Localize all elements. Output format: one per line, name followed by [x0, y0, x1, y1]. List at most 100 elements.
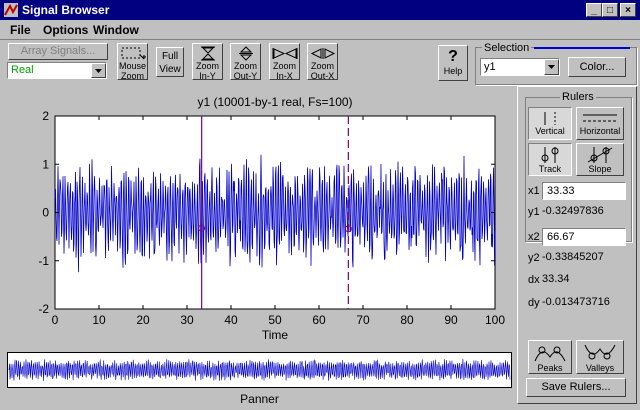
maximize-button[interactable]: □: [602, 3, 618, 17]
peaks-button[interactable]: Peaks: [528, 340, 572, 374]
zoom-in-x-icon: [272, 48, 297, 59]
signal-select-value: y1: [484, 61, 496, 73]
menu-divider: [0, 39, 640, 40]
peaks-icon: [534, 346, 566, 362]
zoom-out-x-button[interactable]: Zoom Out-X: [307, 43, 338, 81]
y-tick-label: -2: [38, 302, 49, 316]
zoom-in-y-icon: [200, 46, 215, 61]
valleys-button[interactable]: Valleys: [576, 340, 624, 374]
plot-area: 0 10 20 30 40 50 60 70 80 90 100 2 1 0 -1 -2: [0, 109, 510, 350]
horizontal-rulers-icon: [583, 114, 617, 122]
window-title: Signal Browser: [22, 3, 110, 17]
x1-field[interactable]: 33.33: [542, 182, 626, 200]
horizontal-label: Horizontal: [579, 126, 621, 136]
selection-title: Selection: [482, 42, 532, 54]
x-tick-label: 20: [136, 313, 150, 327]
y1-label: y1: [528, 206, 540, 218]
zoom-out-x-label-2: Out-X: [310, 71, 335, 81]
vertical-rulers-icon: [544, 112, 556, 125]
x1-value: 33.33: [547, 185, 575, 197]
mouse-zoom-label-1: Mouse: [118, 61, 146, 71]
minimize-button[interactable]: _: [586, 3, 602, 17]
chevron-down-icon[interactable]: [544, 59, 559, 75]
full-view-label-2: View: [159, 64, 181, 75]
track-label: Track: [538, 164, 562, 174]
x-tick-label: 30: [180, 313, 194, 327]
zoom-out-y-label-2: Out-Y: [233, 71, 258, 81]
panner[interactable]: [7, 352, 512, 388]
dx-label: dx: [528, 274, 540, 286]
y-tick-label: 1: [42, 157, 49, 171]
track-icon: [541, 147, 559, 163]
mouse-zoom-button[interactable]: Mouse Zoom: [117, 43, 148, 81]
full-view-button[interactable]: Full View: [156, 47, 184, 77]
track-button[interactable]: Track: [528, 143, 572, 176]
x2-value: 66.67: [547, 231, 575, 243]
menu-file[interactable]: File: [10, 23, 31, 37]
help-label: Help: [443, 66, 463, 76]
valleys-icon: [584, 344, 616, 360]
zoom-in-x-button[interactable]: Zoom In-X: [269, 43, 300, 81]
ruler-1-marker: [198, 224, 206, 232]
zoom-out-x-label-1: Zoom: [310, 61, 334, 71]
full-view-label-1: Full: [161, 51, 179, 62]
x-tick-label: 50: [268, 313, 282, 327]
zoom-in-y-label-1: Zoom: [195, 61, 219, 71]
x-tick-label: 100: [485, 313, 505, 327]
menu-bar: File Options Window: [0, 21, 640, 39]
y-tick-label: -1: [38, 254, 49, 268]
selection-color-line: [534, 47, 630, 49]
slope-button[interactable]: Slope: [576, 143, 624, 176]
ruler-2-marker: [344, 225, 352, 233]
app-icon: [4, 3, 18, 17]
zoom-out-x-icon: [310, 48, 335, 59]
x-axis-label: Time: [261, 328, 289, 342]
dx-value: 33.34: [542, 273, 570, 285]
signal-select[interactable]: y1: [480, 58, 560, 76]
panner-plot[interactable]: [8, 353, 511, 387]
x-tick-label: 60: [312, 313, 326, 327]
color-button[interactable]: Color...: [568, 57, 626, 77]
plot-title: y1 (10001-by-1 real, Fs=100): [197, 95, 353, 109]
zoom-out-y-icon: [238, 46, 253, 61]
x2-field[interactable]: 66.67: [542, 228, 626, 246]
x-tick-label: 0: [52, 313, 59, 327]
panner-signal-line: [8, 358, 511, 381]
horizontal-ruler-button[interactable]: Horizontal: [576, 107, 624, 140]
chevron-down-icon[interactable]: [91, 63, 106, 78]
help-icon: ?: [448, 48, 458, 65]
x-tick-label: 80: [400, 313, 414, 327]
signal-type-value: Real: [11, 64, 34, 76]
x-tick-label: 90: [444, 313, 458, 327]
y-tick-label: 2: [42, 110, 49, 123]
y2-value: -0.33845207: [542, 251, 604, 263]
help-button[interactable]: ? Help: [438, 45, 468, 81]
x1-label: x1: [528, 185, 540, 197]
menu-options[interactable]: Options: [43, 23, 89, 37]
x-tick-label: 10: [92, 313, 106, 327]
panner-label: Panner: [240, 392, 279, 406]
array-signals-button[interactable]: Array Signals...: [8, 43, 108, 60]
y-tick-label: 0: [42, 206, 49, 220]
y2-label: y2: [528, 252, 540, 264]
zoom-in-y-button[interactable]: Zoom In-Y: [192, 43, 223, 81]
dy-label: dy: [528, 297, 540, 309]
mouse-zoom-icon: [121, 47, 146, 60]
y1-value: -0.32497836: [542, 205, 604, 217]
x-tick-label: 70: [356, 313, 370, 327]
zoom-out-y-label-1: Zoom: [233, 61, 257, 71]
zoom-in-x-label-2: In-X: [276, 71, 293, 81]
menu-window[interactable]: Window: [93, 23, 139, 37]
zoom-in-x-label-1: Zoom: [272, 61, 296, 71]
vertical-label: Vertical: [535, 126, 565, 136]
close-button[interactable]: ×: [620, 3, 636, 17]
zoom-out-y-button[interactable]: Zoom Out-Y: [230, 43, 261, 81]
save-rulers-button[interactable]: Save Rulers...: [526, 378, 626, 397]
zoom-in-y-label-2: In-Y: [199, 71, 216, 81]
vertical-ruler-button[interactable]: Vertical: [528, 107, 572, 140]
signal-type-select[interactable]: Real: [7, 62, 107, 79]
peaks-label: Peaks: [537, 363, 563, 373]
x-tick-label: 40: [224, 313, 238, 327]
mouse-zoom-label-2: Zoom: [120, 71, 144, 81]
